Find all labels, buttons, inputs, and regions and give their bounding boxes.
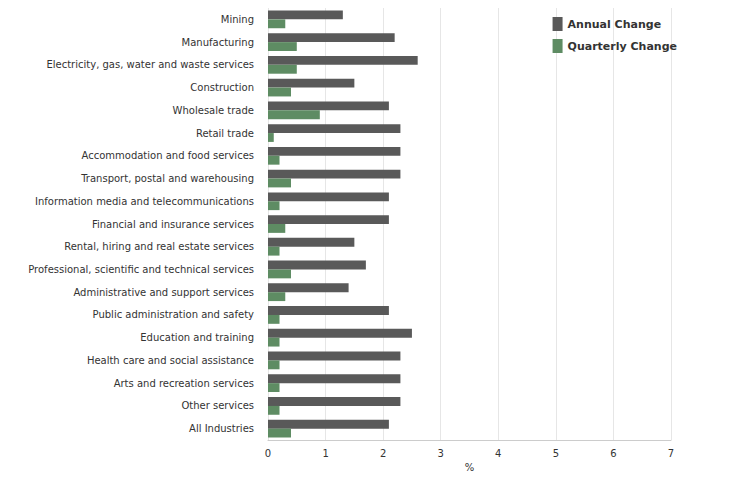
svg-text:0: 0 [265, 448, 271, 459]
svg-text:Retail trade: Retail trade [196, 128, 254, 139]
svg-text:Construction: Construction [190, 82, 254, 93]
svg-text:Annual Change: Annual Change [568, 18, 662, 31]
svg-text:7: 7 [668, 448, 674, 459]
svg-text:All Industries: All Industries [189, 423, 254, 434]
svg-text:Financial and insurance servic: Financial and insurance services [92, 219, 254, 230]
svg-text:1: 1 [322, 448, 328, 459]
svg-text:Transport, postal and warehous: Transport, postal and warehousing [80, 173, 254, 184]
svg-text:Electricity, gas, water and wa: Electricity, gas, water and waste servic… [46, 59, 254, 70]
svg-text:Mining: Mining [221, 14, 254, 25]
svg-text:Education and training: Education and training [140, 332, 254, 343]
svg-text:Rental, hiring and real estate: Rental, hiring and real estate services [64, 241, 254, 252]
svg-text:2: 2 [380, 448, 386, 459]
svg-text:6: 6 [610, 448, 616, 459]
svg-text:Health care and social assista: Health care and social assistance [87, 355, 254, 366]
svg-text:Manufacturing: Manufacturing [182, 37, 254, 48]
svg-text:Quarterly Change: Quarterly Change [568, 40, 677, 53]
svg-text:Other services: Other services [181, 400, 254, 411]
svg-text:%: % [465, 462, 475, 473]
svg-text:Administrative and support ser: Administrative and support services [73, 287, 254, 298]
svg-text:Information media and telecomm: Information media and telecommunications [35, 196, 254, 207]
svg-text:Public administration and safe: Public administration and safety [93, 309, 255, 320]
svg-text:4: 4 [495, 448, 501, 459]
svg-text:Professional, scientific and t: Professional, scientific and technical s… [28, 264, 254, 275]
svg-text:Accommodation and food service: Accommodation and food services [82, 150, 255, 161]
svg-text:Arts and recreation services: Arts and recreation services [114, 378, 254, 389]
svg-text:5: 5 [553, 448, 559, 459]
svg-text:Wholesale trade: Wholesale trade [173, 105, 254, 116]
svg-text:3: 3 [438, 448, 444, 459]
